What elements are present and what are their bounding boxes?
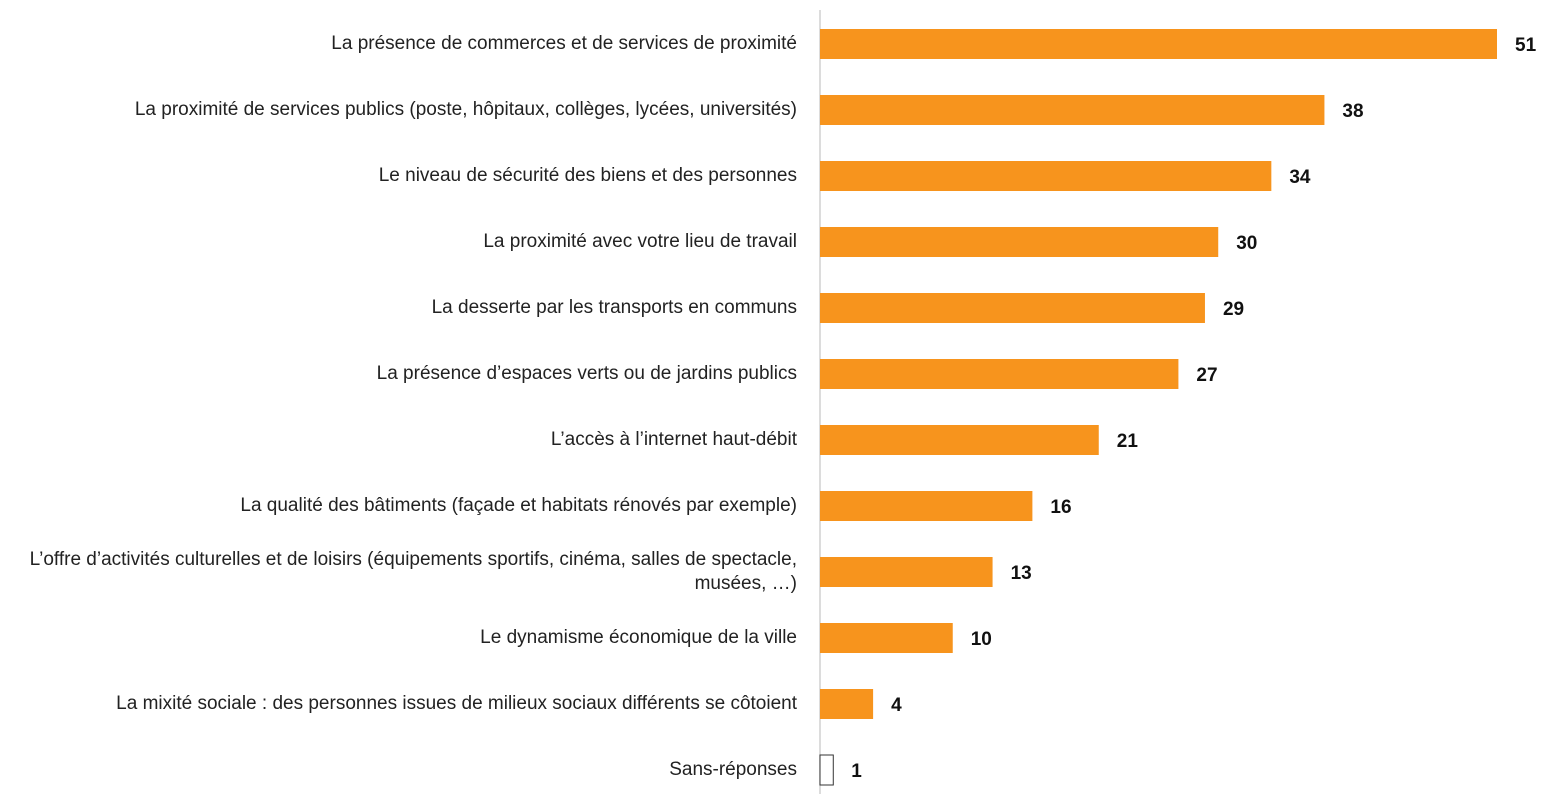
value-label: 4	[891, 695, 902, 716]
value-label: 38	[1342, 101, 1363, 122]
category-label: La proximité de services publics (poste,…	[134, 99, 797, 120]
value-label: 13	[1011, 563, 1032, 584]
bar	[820, 161, 1272, 191]
category-label: Le dynamisme économique de la ville	[480, 627, 797, 648]
value-label: 29	[1223, 299, 1244, 320]
category-label: L’offre d’activités culturelles et de lo…	[29, 549, 797, 594]
bar	[820, 425, 1099, 455]
category-label: La desserte par les transports en commun…	[431, 297, 797, 318]
bar	[820, 95, 1325, 125]
value-label: 10	[971, 629, 992, 650]
category-label: Sans-réponses	[669, 759, 797, 780]
value-label: 27	[1196, 365, 1217, 386]
bar	[819, 754, 834, 786]
category-label: La mixité sociale : des personnes issues…	[116, 693, 797, 714]
bar	[820, 227, 1219, 257]
category-label: La proximité avec votre lieu de travail	[483, 231, 797, 252]
value-label: 30	[1236, 233, 1257, 254]
category-label: La présence de commerces et de services …	[331, 33, 797, 54]
category-label: La qualité des bâtiments (façade et habi…	[240, 495, 797, 516]
bar	[820, 29, 1497, 59]
category-label: La présence d’espaces verts ou de jardin…	[376, 363, 797, 384]
value-label: 21	[1117, 431, 1139, 452]
bar	[820, 491, 1033, 521]
value-label: 34	[1289, 167, 1311, 188]
bar	[820, 359, 1179, 389]
bar	[820, 557, 993, 587]
value-label: 51	[1515, 35, 1537, 56]
value-label: 1	[851, 761, 862, 782]
bar	[820, 689, 874, 719]
category-label: Le niveau de sécurité des biens et des p…	[378, 165, 797, 186]
bar	[820, 623, 953, 653]
bar	[820, 293, 1205, 323]
category-label: L’accès à l’internet haut-débit	[550, 429, 797, 450]
value-label: 16	[1050, 497, 1071, 518]
